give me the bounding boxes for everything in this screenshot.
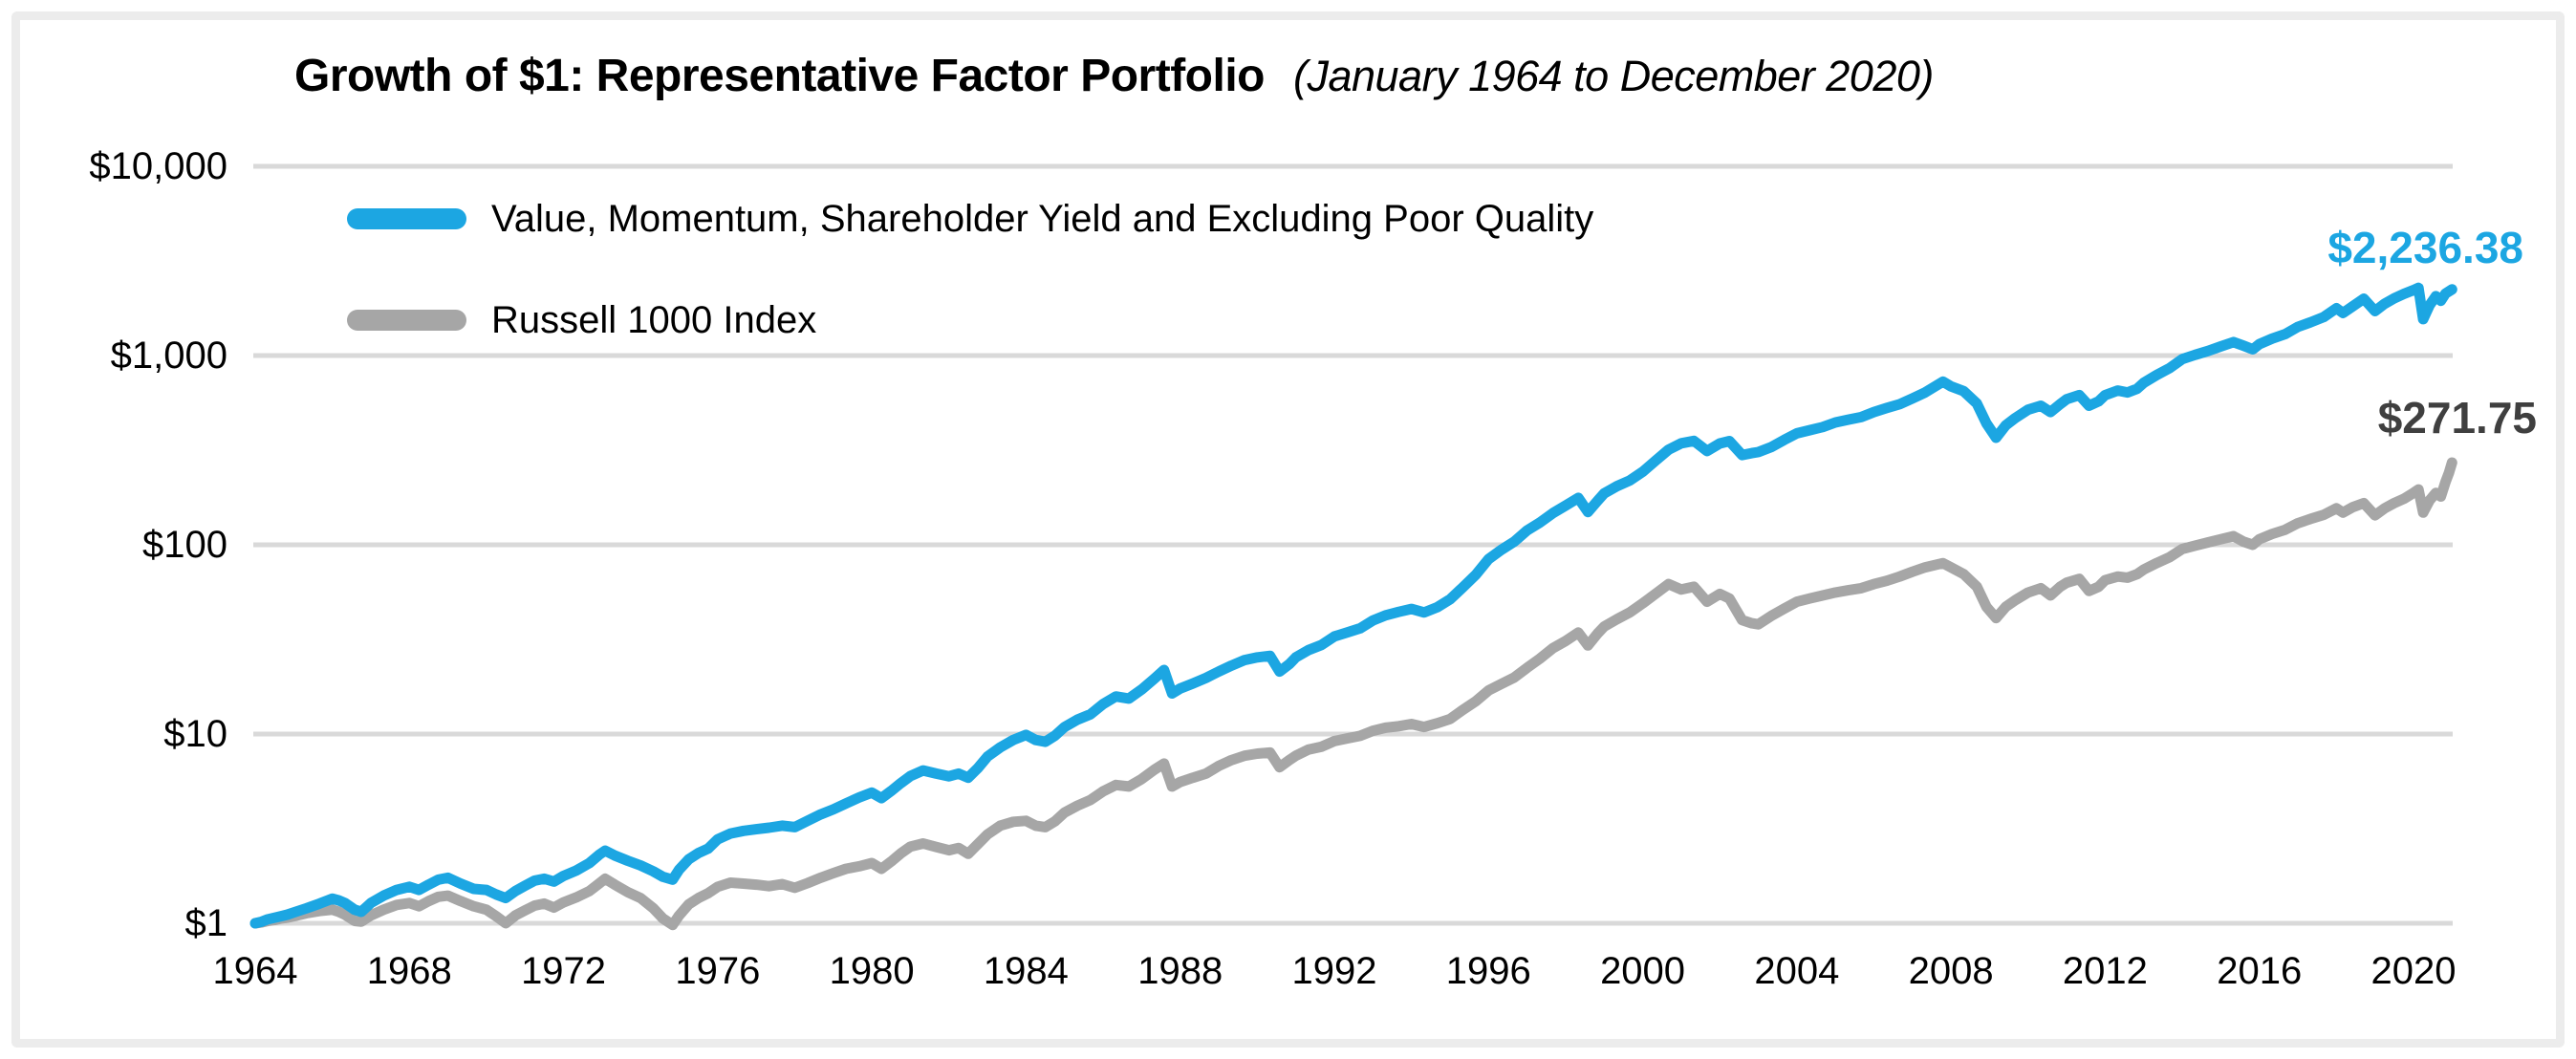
series-paths	[249, 282, 2457, 931]
x-tick-label: 2004	[1754, 950, 1840, 992]
x-tick-label: 1980	[829, 950, 915, 992]
chart-title: Growth of $1: Representative Factor Port…	[294, 51, 1265, 101]
y-tick-label: $10,000	[89, 145, 227, 187]
series-line	[249, 282, 2457, 929]
x-tick-label: 2008	[1908, 950, 1994, 992]
legend-item-factor: Value, Momentum, Shareholder Yield and E…	[347, 198, 1593, 240]
chart-header: Growth of $1: Representative Factor Port…	[294, 50, 1934, 102]
gridlines	[253, 163, 2453, 926]
chart-subtitle: (January 1964 to December 2020)	[1292, 52, 1934, 100]
y-tick-label: $1	[184, 902, 228, 944]
x-tick-label: 1972	[521, 950, 607, 992]
y-tick-label: $100	[142, 524, 227, 566]
index-end-value-label: $271.75	[2377, 393, 2537, 443]
x-tick-label: 1976	[675, 950, 761, 992]
index-line-swatch	[347, 310, 466, 331]
legend-label-index: Russell 1000 Index	[491, 298, 817, 341]
x-tick-label: 2020	[2370, 950, 2457, 992]
x-tick-label: 2000	[1600, 950, 1686, 992]
x-tick-label: 1984	[983, 950, 1069, 992]
series-line	[249, 457, 2457, 931]
factor-line-swatch	[347, 208, 466, 229]
x-tick-label: 1988	[1137, 950, 1223, 992]
x-tick-label: 1968	[366, 950, 452, 992]
factor-end-value-label: $2,236.38	[2327, 223, 2523, 272]
legend: Value, Momentum, Shareholder Yield and E…	[347, 198, 1593, 341]
x-tick-label: 2012	[2062, 950, 2148, 992]
y-tick-label: $10	[163, 713, 227, 755]
x-tick-label: 1996	[1445, 950, 1531, 992]
y-tick-label: $1,000	[110, 335, 227, 377]
legend-item-index: Russell 1000 Index	[347, 299, 1593, 341]
x-tick-label: 1964	[212, 950, 298, 992]
legend-label-factor: Value, Momentum, Shareholder Yield and E…	[491, 197, 1594, 240]
x-tick-label: 2016	[2217, 950, 2303, 992]
x-tick-label: 1992	[1291, 950, 1377, 992]
